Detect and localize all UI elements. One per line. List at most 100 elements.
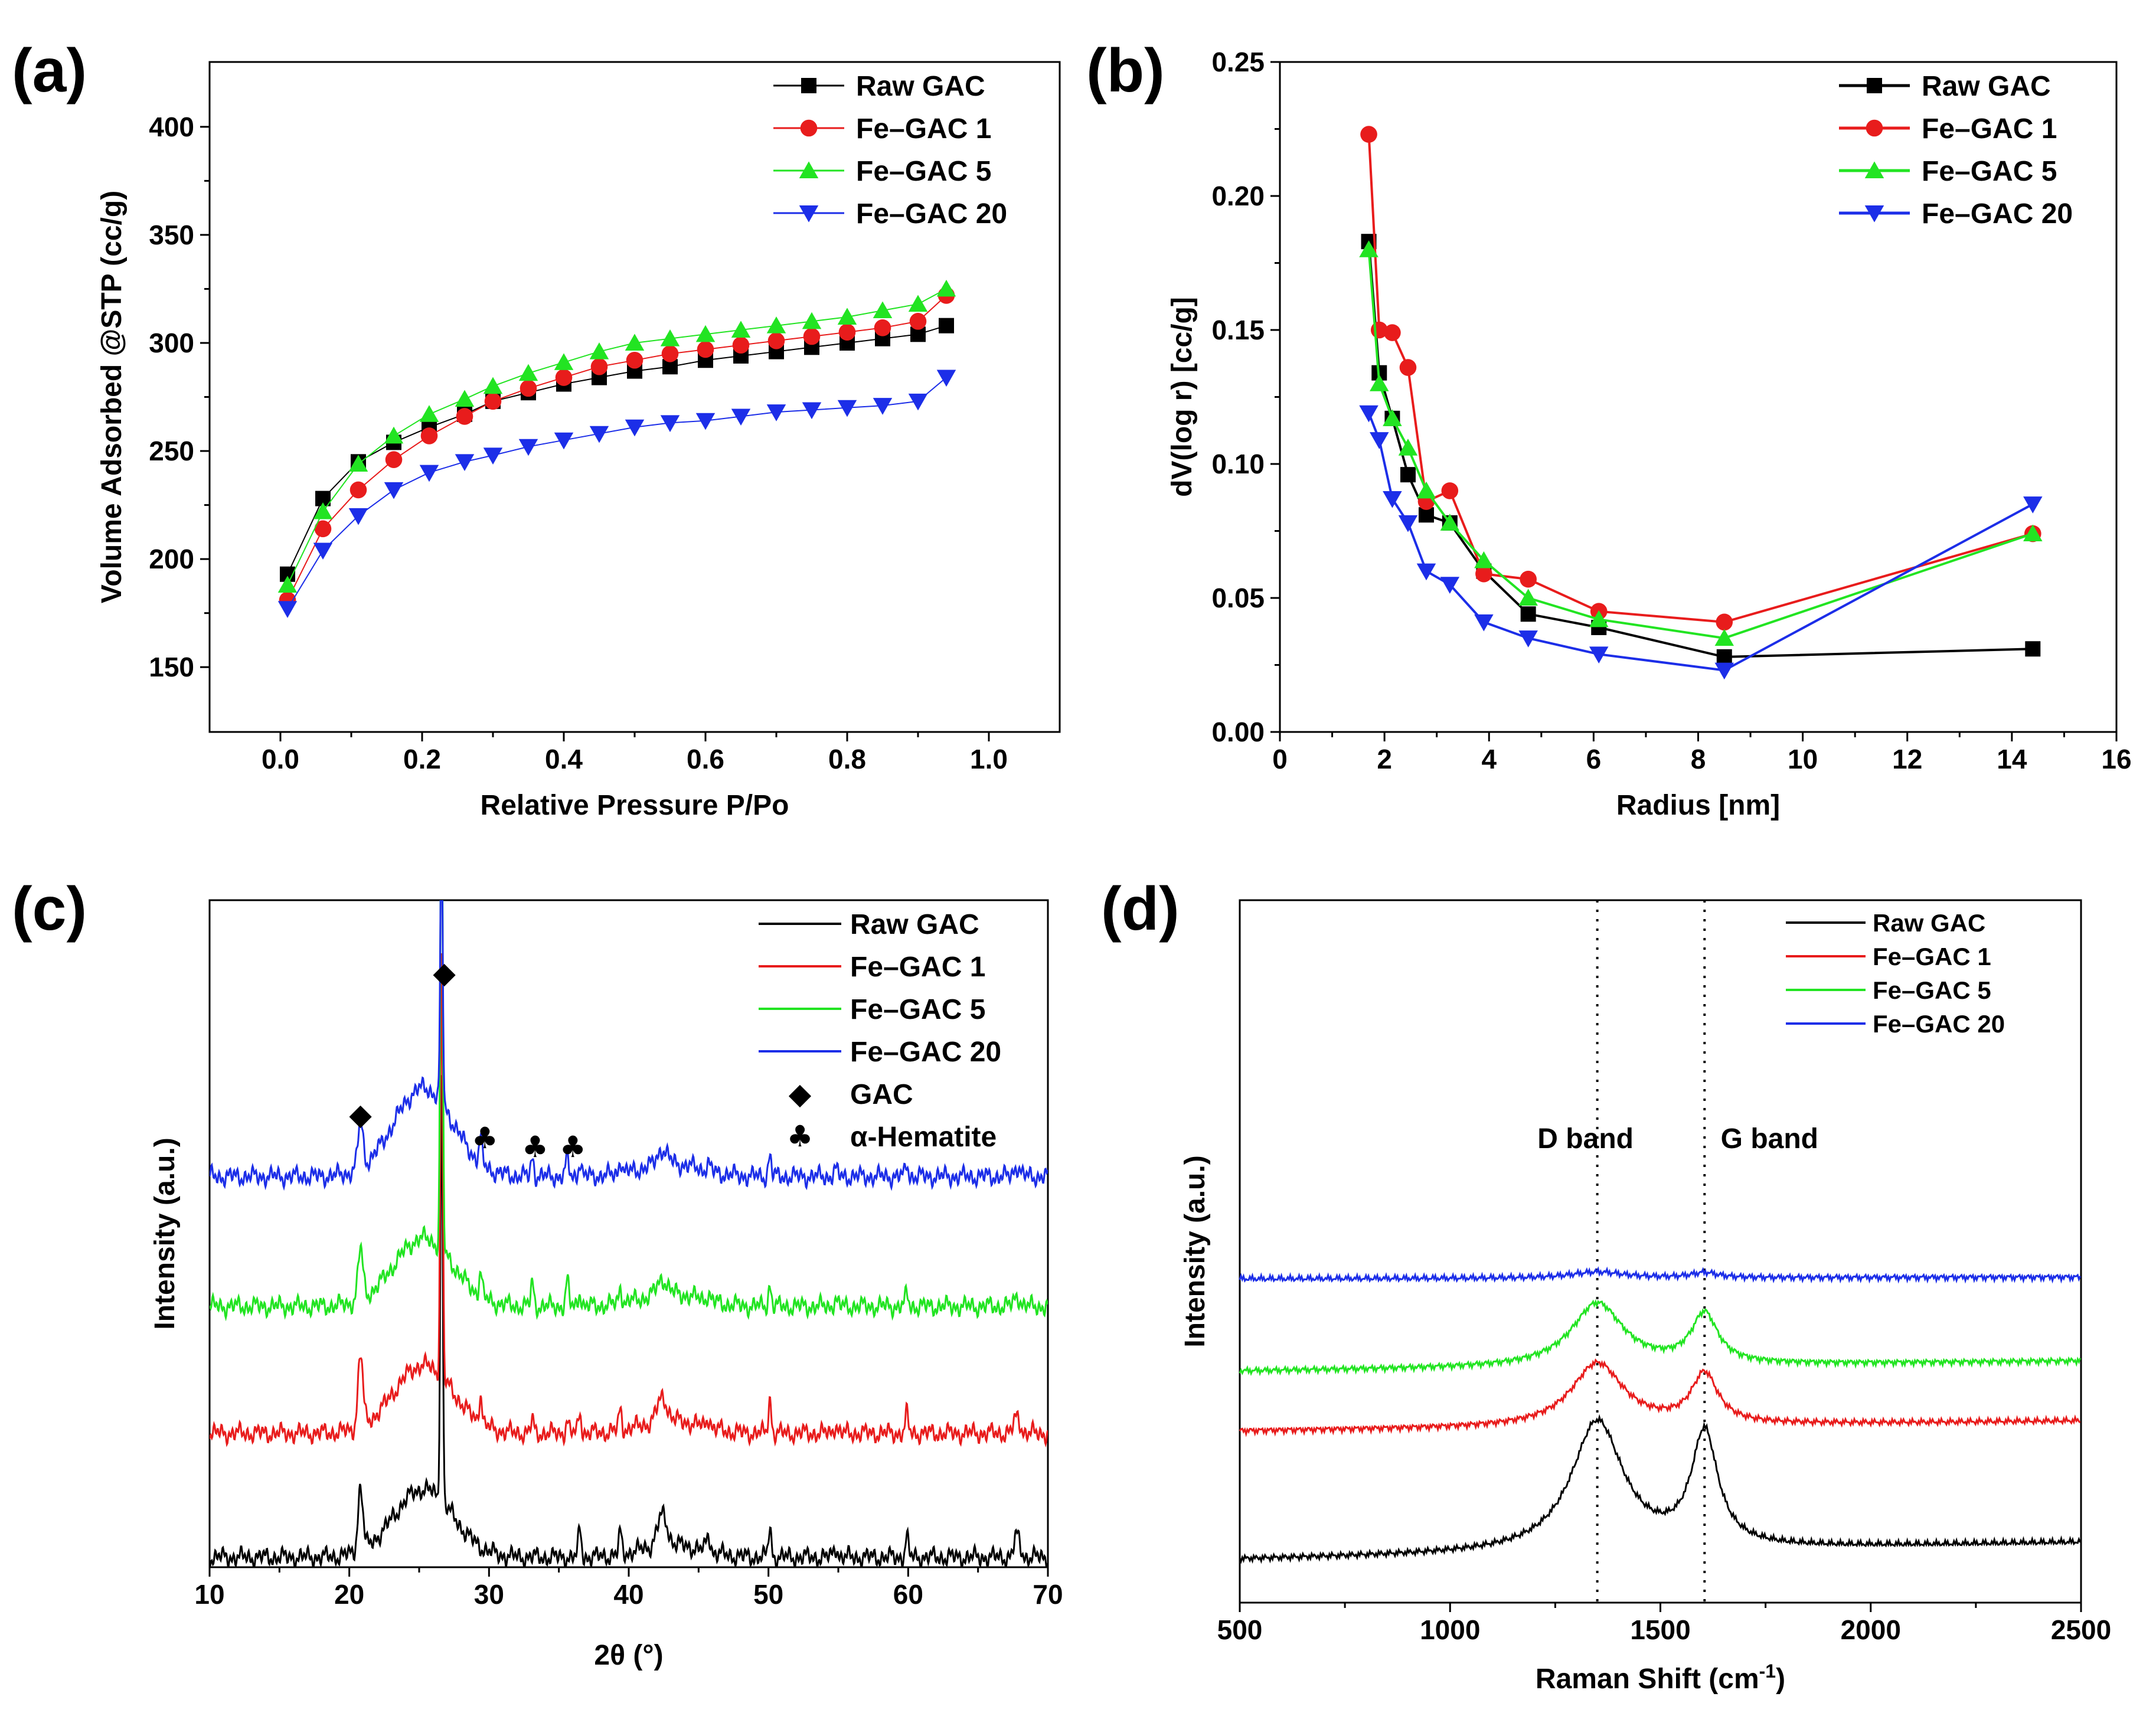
- data-point: [908, 393, 928, 411]
- series-fe-gac-20: [210, 900, 1048, 1191]
- data-point: [1716, 613, 1733, 631]
- series-raw-gac: [280, 318, 954, 582]
- y-axis-title: Volume Adsorbed @STP (cc/g): [96, 191, 128, 603]
- hematite-peak-marker: ♣: [560, 1130, 586, 1164]
- data-point: [873, 301, 893, 319]
- data-point: [626, 351, 643, 369]
- series-fe-gac-5: [1359, 240, 2043, 646]
- y-tick-label: 0.05: [1211, 583, 1265, 613]
- x-tick-label: 2: [1377, 744, 1392, 774]
- y-tick-label: 350: [149, 220, 194, 250]
- legend-label: Raw GAC: [850, 909, 979, 940]
- x-tick-label: 0: [1272, 744, 1288, 774]
- data-point: [695, 325, 716, 342]
- data-point: [731, 408, 751, 426]
- x-axis-title: Radius [nm]: [1616, 790, 1780, 821]
- hematite-peak-marker: ♣: [522, 1130, 548, 1164]
- x-tick-label: 1.0: [970, 744, 1008, 774]
- legend-label: Fe–GAC 5: [850, 994, 985, 1025]
- x-tick-label: 0.8: [828, 744, 866, 774]
- data-point: [277, 576, 298, 593]
- legend-label: Fe–GAC 20: [856, 198, 1007, 230]
- x-axis-title: 2θ (°): [594, 1640, 663, 1671]
- g-band-label: G band: [1721, 1123, 1818, 1155]
- data-point: [1370, 374, 1389, 391]
- x-tick-label: 14: [1997, 744, 2027, 774]
- data-point: [1518, 630, 1538, 648]
- series-line: [1367, 241, 2033, 658]
- data-point: [803, 328, 821, 345]
- data-point: [1714, 662, 1734, 680]
- data-point: [660, 329, 680, 346]
- data-point: [1589, 610, 1609, 627]
- data-point: [590, 358, 608, 375]
- legend-label: Fe–GAC 20: [1922, 198, 2073, 230]
- data-point: [589, 426, 609, 443]
- data-point: [2023, 496, 2043, 514]
- data-point: [2025, 641, 2041, 657]
- data-point: [838, 323, 856, 341]
- legend: Raw GAC Fe–GAC 1 Fe–GAC 5 Fe–GAC 20: [1839, 71, 2073, 230]
- data-point: [767, 332, 785, 349]
- x-tick-label: 10: [1788, 744, 1818, 774]
- data-point: [936, 279, 956, 297]
- y-tick-label: 0.00: [1211, 717, 1265, 747]
- data-point: [1440, 514, 1460, 531]
- data-point: [483, 377, 503, 394]
- y-tick-label: 200: [149, 544, 194, 574]
- x-tick-label: 40: [613, 1579, 643, 1610]
- data-point: [1416, 481, 1436, 499]
- x-tick-label: 50: [753, 1579, 783, 1610]
- data-point: [1399, 359, 1417, 376]
- legend: Raw GAC Fe–GAC 1 Fe–GAC 5 Fe–GAC 20 ◆ GAC ♣ α-H…: [759, 909, 1001, 1153]
- data-point: [873, 398, 893, 415]
- data-point: [348, 455, 368, 472]
- legend-marker: [801, 78, 816, 93]
- x-tick-label: 30: [474, 1579, 504, 1610]
- data-point: [419, 465, 439, 482]
- data-point: [1416, 563, 1436, 581]
- data-point: [731, 321, 751, 338]
- data-point: [661, 345, 679, 362]
- data-point: [484, 393, 502, 410]
- legend: Raw GAC Fe–GAC 1 Fe–GAC 5 Fe–GAC 20: [773, 71, 1007, 230]
- data-point: [936, 370, 956, 387]
- data-point: [313, 502, 333, 519]
- data-point: [766, 316, 786, 334]
- data-point: [1475, 565, 1492, 583]
- panel-a: (a) 0.0 0.2 0.4 0.6 0.8 1.0 150 200 250 300 350 400 R…: [12, 37, 1061, 821]
- data-point: [348, 508, 368, 525]
- x-tick-label: 2500: [2051, 1614, 2111, 1645]
- data-point: [1359, 405, 1378, 423]
- data-point: [420, 427, 438, 444]
- x-tick-label: 0.4: [545, 744, 583, 774]
- legend-marker: [1864, 205, 1884, 223]
- legend-label: Fe–GAC 1: [856, 113, 991, 145]
- legend-symbol: ◆: [789, 1077, 812, 1111]
- series-fe-gac-5: [1239, 1299, 2082, 1377]
- data-point: [1474, 614, 1494, 632]
- panel-label: (a): [12, 37, 87, 105]
- legend-label: Fe–GAC 5: [1922, 156, 2057, 187]
- legend-label: α-Hematite: [850, 1122, 997, 1153]
- legend-label: Fe–GAC 1: [850, 952, 985, 983]
- y-tick-label: 0.25: [1211, 47, 1265, 77]
- data-point: [589, 342, 609, 359]
- data-point: [802, 402, 822, 420]
- legend-marker: [1864, 161, 1884, 178]
- data-point: [939, 318, 954, 334]
- panel-label: (c): [12, 875, 87, 943]
- series-fe-gac-20: [1359, 405, 2043, 680]
- data-point: [1714, 629, 1734, 646]
- x-tick-label: 0.0: [262, 744, 299, 774]
- y-tick-label: 0.15: [1211, 315, 1265, 345]
- data-point: [1370, 432, 1389, 449]
- x-tick-label: 10: [194, 1579, 224, 1610]
- data-point: [349, 481, 367, 499]
- series-fe-gac-1: [279, 287, 955, 609]
- data-point: [837, 400, 857, 417]
- legend: Raw GAC Fe–GAC 1 Fe–GAC 5 Fe–GAC 20: [1786, 909, 2005, 1038]
- legend-label: Fe–GAC 5: [1873, 976, 1991, 1004]
- x-tick-label: 70: [1033, 1579, 1063, 1610]
